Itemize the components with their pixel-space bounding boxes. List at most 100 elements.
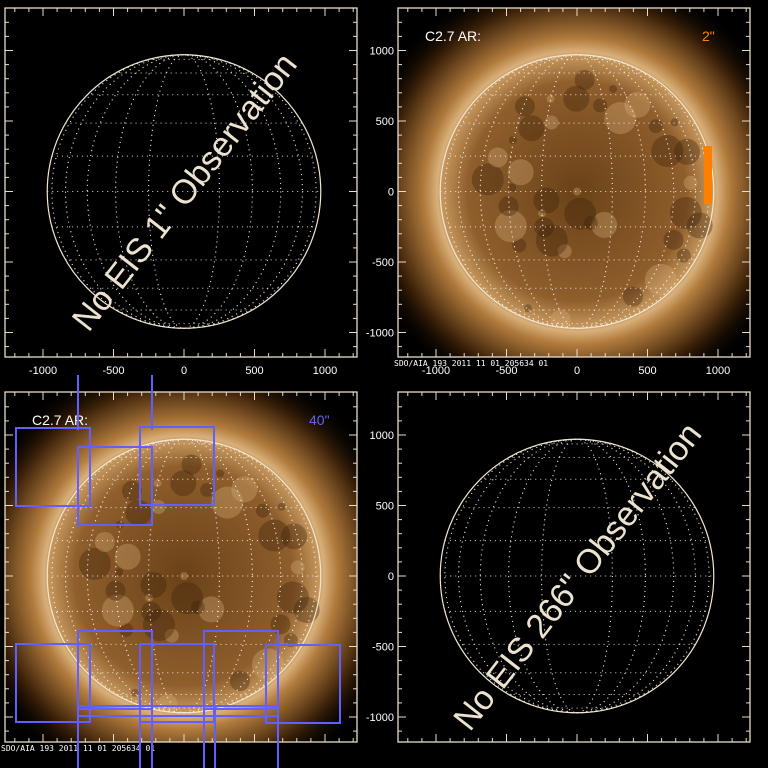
surface-feature [270,614,291,635]
y-tick-label: 1000 [370,46,394,58]
surface-feature [119,622,134,637]
surface-feature [494,210,527,243]
surface-feature [683,175,698,190]
surface-feature [487,147,508,168]
longitude-line [479,438,675,714]
surface-feature [258,519,291,552]
solar-limb [46,54,322,329]
no-observation-label: No EIS 266" Observation [446,416,709,738]
surface-feature [105,580,126,601]
surface-feature [281,523,308,550]
axes-box [4,7,358,358]
y-tick-label: 0 [388,571,394,583]
y-tick-label: -500 [372,257,394,269]
slit-width-label: 40" [309,412,330,428]
surface-feature [180,572,188,580]
surface-feature [544,115,559,130]
x-tick-label: 0 [574,365,580,377]
surface-feature [181,454,202,475]
surface-feature [251,648,284,681]
x-tick-label: -1000 [422,365,450,377]
surface-feature [471,163,504,196]
surface-feature [190,600,205,615]
surface-feature [583,215,598,230]
surface-feature [507,159,534,186]
longitude-line [541,54,613,329]
surface-feature [669,197,702,230]
surface-feature [564,197,597,230]
surface-feature [141,601,162,622]
surface-feature [293,597,320,624]
eis-rasters-40arcsec [15,375,341,768]
surface-feature [676,248,691,263]
surface-feature [157,694,178,715]
eis-slit-2arcsec [704,146,712,204]
surface-feature [140,571,167,598]
surface-feature [651,135,684,168]
surface-feature [211,486,244,519]
surface-feature [115,568,124,577]
y-tick-label: -1000 [366,328,394,340]
surface-feature [130,688,139,697]
surface-feature [94,531,115,552]
longitude-line [86,438,282,714]
y-tick-label: 1000 [370,430,394,442]
surface-feature [663,229,684,250]
surface-feature [255,503,270,518]
slit-width-label: 2" [702,28,715,44]
surface-feature [670,118,679,127]
axes-box [397,391,751,743]
surface-feature [674,138,701,165]
surface-feature [508,183,517,192]
surface-feature [198,596,225,623]
panel-bottom-right: 1000 500 0 -500 -1000 No EIS 266" Observation [366,391,751,743]
surface-feature [171,582,204,615]
surface-feature [591,211,618,238]
surface-feature [533,187,560,214]
surface-feature [534,217,555,238]
surface-feature [573,187,581,196]
surface-feature [648,119,663,134]
sun-image [398,8,750,357]
surface-feature [512,238,527,253]
surface-feature [546,94,555,103]
surface-feature [121,480,142,501]
surface-feature [514,96,535,117]
eis-raster-box [139,426,215,506]
x-tick-label: 1000 [706,365,730,377]
longitude-line [148,438,220,714]
panel-top-right: -1000 -500 0 500 1000 1000 500 0 -500 -1000 C2.7 A… [366,7,751,377]
eis-raster-box [15,427,91,507]
longitude-line [51,438,317,714]
solar-limb [439,438,715,714]
surface-feature [231,476,258,503]
surface-feature [277,502,286,511]
x-tick-label: 500 [245,365,263,377]
x-tick-label: -1000 [29,365,57,377]
surface-feature [114,543,141,570]
surface-feature [622,286,643,307]
solar-limb [439,54,715,329]
longitude-line [444,438,710,714]
surface-feature [624,91,651,118]
surface-feature [153,479,162,488]
panel-top-left: -1000 -500 0 500 1000 No EIS 1" Observation [4,7,358,377]
x-tick-label: 500 [638,365,656,377]
eis-raster-box [139,643,215,723]
eis-raster-box [15,643,91,723]
surface-feature [518,115,545,142]
surface-feature [290,560,305,575]
no-observation-label: No EIS 1" Observation [65,46,305,338]
surface-feature [508,136,517,145]
panel-bottom-left: C2.7 AR: 40"SDO/AIA 193 2011 11 01 205634… [1,375,358,768]
longitude-line [51,54,317,329]
surface-feature [557,244,572,259]
eis-raster-box [77,446,153,526]
surface-feature [644,263,677,296]
y-tick-label: -1000 [366,712,394,724]
surface-feature [538,209,547,218]
surface-feature [550,309,571,330]
eis-raster-box [203,630,279,710]
surface-feature [609,84,618,93]
